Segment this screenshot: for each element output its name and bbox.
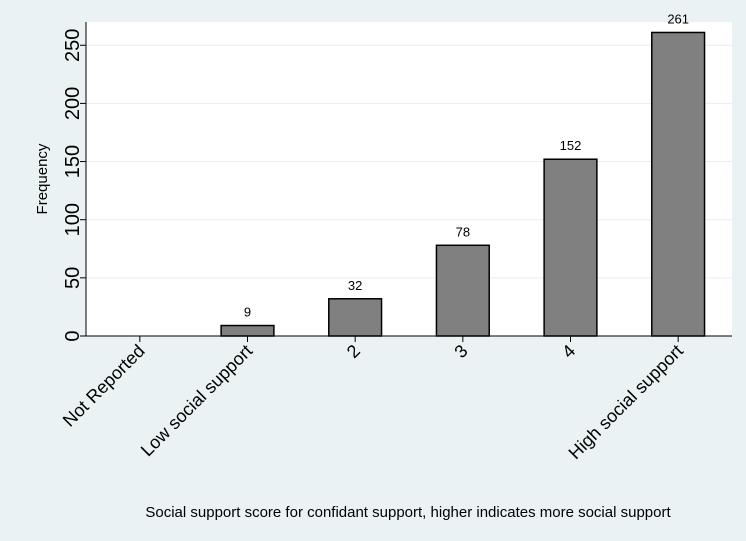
bar bbox=[328, 298, 383, 337]
x-tick-label: High social support bbox=[565, 341, 687, 463]
y-axis-ticks: 0 50 100 150 200 250 bbox=[62, 29, 86, 342]
plot-area bbox=[86, 22, 732, 336]
x-tick-label: 3 bbox=[450, 341, 471, 362]
bar-value-label: 261 bbox=[667, 11, 689, 26]
bar bbox=[220, 324, 275, 337]
y-tick-label: 50 bbox=[62, 267, 84, 289]
data-labels: 9 32 78 152 261 bbox=[244, 11, 689, 319]
y-axis-label: Frequency bbox=[34, 143, 51, 214]
x-tick-label: Low social support bbox=[137, 341, 257, 461]
x-axis-label: Social support score for confidant suppo… bbox=[145, 504, 671, 521]
y-tick-label: 250 bbox=[62, 29, 84, 62]
y-tick-label: 200 bbox=[62, 87, 84, 120]
bar-value-label: 9 bbox=[244, 305, 251, 320]
y-tick-label: 0 bbox=[62, 330, 84, 341]
bar-value-label: 32 bbox=[348, 278, 362, 293]
x-tick-label: Not Reported bbox=[59, 341, 149, 431]
y-tick-label: 100 bbox=[62, 203, 84, 236]
x-tick-label: 2 bbox=[343, 341, 364, 362]
bar bbox=[651, 31, 706, 337]
gridlines bbox=[86, 44, 732, 279]
bar-value-label: 152 bbox=[560, 138, 582, 153]
bars bbox=[220, 31, 706, 337]
bar bbox=[435, 244, 490, 337]
x-tick-label: 4 bbox=[558, 341, 579, 362]
y-tick-label: 150 bbox=[62, 145, 84, 178]
bar-value-label: 78 bbox=[456, 224, 470, 239]
bar bbox=[543, 158, 598, 337]
